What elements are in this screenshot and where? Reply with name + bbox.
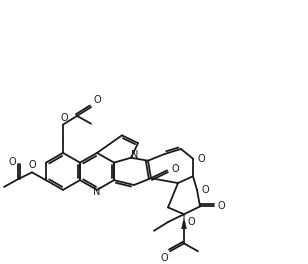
Text: O: O [94,95,102,105]
Text: N: N [93,187,101,197]
Text: O: O [160,253,168,263]
Text: O: O [201,185,209,195]
Text: O: O [197,154,205,164]
Text: O: O [8,157,16,167]
Text: N: N [131,150,139,160]
Text: O: O [171,164,179,175]
Text: O: O [187,217,195,227]
Text: O: O [218,201,226,211]
Text: O: O [60,113,68,123]
Polygon shape [181,214,187,229]
Text: O: O [28,161,36,171]
